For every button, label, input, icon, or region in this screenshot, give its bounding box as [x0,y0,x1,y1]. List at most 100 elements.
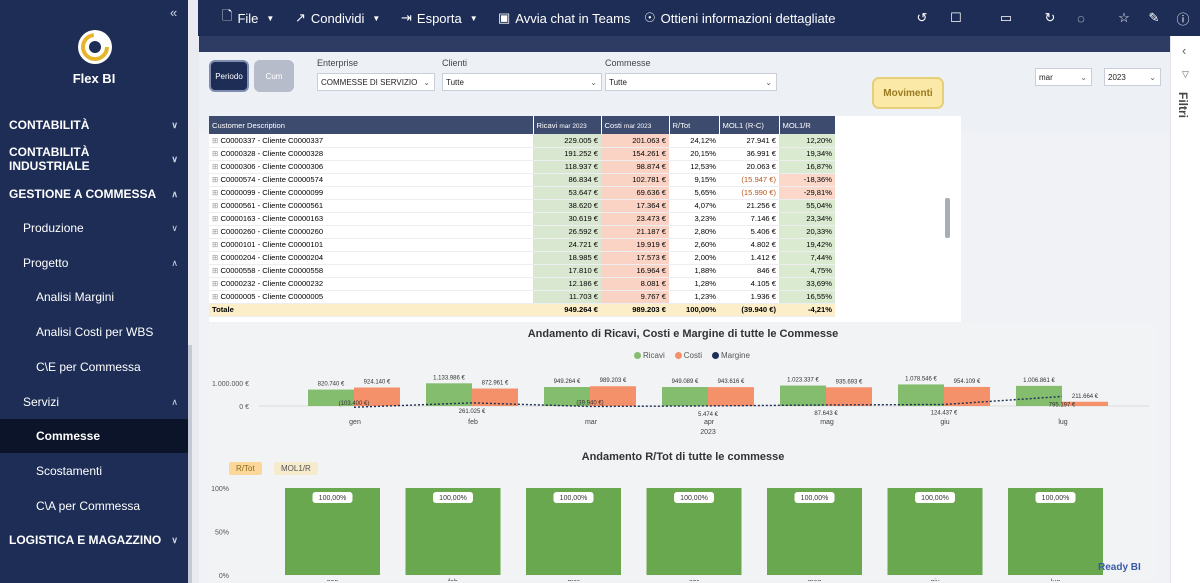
table-total-row[interactable]: Totale 949.264 € 989.203 € 100,00% (39.940 €… [209,302,835,317]
table-row[interactable]: ⊞ C0000005 - Cliente C0000005 11.703 € 9.7… [209,290,835,304]
legend-costi[interactable]: Costi [674,351,702,360]
header-customer[interactable]: Customer Description [209,116,534,134]
table-row[interactable]: ⊞ C0000306 - Cliente C0000306 118.937 € 98… [209,160,835,174]
sidebar-item-c-e-per-commessa[interactable]: C\E per Commessa [0,350,188,384]
sidebar-item-c-a-per-commessa[interactable]: C\A per Commessa [0,489,188,523]
table-row[interactable]: ⊞ C0000099 - Cliente C0000099 53.647 € 69.… [209,186,835,200]
table-row[interactable]: ⊞ C0000260 - Cliente C0000260 26.592 € 21.… [209,225,835,239]
table-row[interactable]: ⊞ C0000337 - Cliente C0000337 229.005 € 20… [209,134,835,148]
expand-row-icon[interactable]: ⊞ [212,253,221,262]
bar-costi[interactable] [590,386,636,406]
header-ricavi[interactable]: Ricavi mar 2023 [533,116,602,134]
month-select[interactable]: mar ⌄ [1035,68,1092,86]
expand-filters-icon[interactable]: ‹ [1182,43,1187,58]
bar-ricavi[interactable] [308,389,354,406]
cell-text: 16.964 € [636,266,666,275]
expand-row-icon[interactable]: ⊞ [212,162,221,171]
share-menu[interactable]: ↗ Condividi ▼ [295,10,381,26]
expand-row-icon[interactable]: ⊞ [212,227,221,236]
expand-row-icon[interactable]: ⊞ [212,279,221,288]
bar-ricavi[interactable] [426,383,472,406]
sidebar-item-label: Commesse [36,429,101,443]
bar-ricavi[interactable] [1016,385,1062,406]
sidebar-scrollbar[interactable] [188,345,192,583]
header-costi[interactable]: Costi mar 2023 [601,116,670,134]
header-mol1[interactable]: MOL1 (R-C) [719,116,780,134]
table-row[interactable]: ⊞ C0000204 - Cliente C0000204 18.985 € 17.… [209,251,835,265]
chevron-icon: ∨ [171,534,178,545]
header-rtot[interactable]: R/Tot [669,116,720,134]
table-scrollbar[interactable] [945,198,950,238]
cell-mol1: 20.063 € [719,160,779,174]
edit-icon[interactable]: ✎ [1148,10,1160,25]
toggle-rtot[interactable]: R/Tot [229,462,262,475]
table-row[interactable]: ⊞ C0000232 - Cliente C0000232 12.186 € 8.0… [209,277,835,291]
sidebar-item-contabilit-industriale[interactable]: CONTABILITÀ INDUSTRIALE ∨ [0,142,188,176]
export-menu[interactable]: ⇥ Esporta ▼ [401,10,478,26]
cell-costi: 16.964 € [601,264,669,278]
sidebar-item-produzione[interactable]: Produzione ∨ [0,211,188,245]
sidebar-item-contabilit[interactable]: CONTABILITÀ ∨ [0,108,188,142]
commesse-select[interactable]: Tutte ⌄ [605,73,777,91]
sidebar-item-commesse[interactable]: Commesse [0,419,188,453]
toggle-mol1r[interactable]: MOL1/R [274,462,318,475]
info-icon[interactable]: ⓘ [1176,11,1190,27]
view-icon[interactable]: ▭ [999,10,1013,25]
teams-chat-button[interactable]: ▣ Avvia chat in Teams [498,10,631,26]
insights-button[interactable]: ☉ Ottieni informazioni dettagliate [644,10,836,26]
bar-costi[interactable] [472,388,518,406]
legend-ricavi[interactable]: Ricavi [634,351,665,360]
header-mol1r[interactable]: MOL1/R [779,116,836,134]
table-row[interactable]: ⊞ C0000558 - Cliente C0000558 17.810 € 16.… [209,264,835,278]
refresh-icon[interactable]: ↻ [1044,10,1056,25]
favorite-icon[interactable]: ☆ [1118,10,1130,25]
expand-row-icon[interactable]: ⊞ [212,149,221,158]
bar-ricavi[interactable] [898,384,944,406]
bar-ricavi[interactable] [662,387,708,406]
file-menu[interactable]: 🗋 File ▼ [222,0,274,36]
sidebar-item-servizi[interactable]: Servizi ∧ [0,385,188,419]
cum-button[interactable]: Cum [254,60,294,92]
sidebar-item-analisi-costi-per-wbs[interactable]: Analisi Costi per WBS [0,315,188,349]
expand-row-icon[interactable]: ⊞ [212,175,221,184]
sidebar-item-scostamenti[interactable]: Scostamenti [0,454,188,488]
expand-row-icon[interactable]: ⊞ [212,214,221,223]
bar-costi[interactable] [354,387,400,406]
reset-icon[interactable]: ↺ [916,10,928,25]
expand-row-icon[interactable]: ⊞ [212,201,221,210]
bookmark-icon[interactable]: ☐ [950,10,962,25]
data-label-margine: (39.940 €) [576,400,603,406]
sidebar-item-progetto[interactable]: Progetto ∧ [0,246,188,280]
clienti-select[interactable]: Tutte ⌄ [442,73,602,91]
expand-row-icon[interactable]: ⊞ [212,135,221,145]
bar-ricavi[interactable] [780,385,826,406]
bar-ricavi[interactable] [544,387,590,406]
movimenti-button[interactable]: Movimenti [872,77,944,109]
expand-row-icon[interactable]: ⊞ [212,240,221,249]
expand-row-icon[interactable]: ⊞ [212,188,221,197]
bar-costi[interactable] [826,387,872,406]
table-row[interactable]: ⊞ C0000328 - Cliente C0000328 191.252 € 15… [209,147,835,161]
sidebar-item-gestione-a-commessa[interactable]: GESTIONE A COMMESSA ∧ [0,177,188,211]
expand-row-icon[interactable]: ⊞ [212,266,221,275]
filters-pane[interactable]: ‹ ▽ [1170,36,1200,583]
table-row[interactable]: ⊞ C0000574 - Cliente C0000574 86.834 € 102… [209,173,835,187]
sidebar-item-logistica-e-magazzino[interactable]: LOGISTICA E MAGAZZINO ∨ [0,523,188,557]
cell-costi: 201.063 € [601,134,669,148]
year-select[interactable]: 2023 ⌄ [1104,68,1161,86]
sidebar-item-analisi-margini[interactable]: Analisi Margini [0,280,188,314]
bar-costi[interactable] [708,387,754,406]
table-row[interactable]: ⊞ C0000101 - Cliente C0000101 24.721 € 19.… [209,238,835,252]
bar-costi[interactable] [944,386,990,406]
expand-row-icon[interactable]: ⊞ [212,292,221,301]
enterprise-select[interactable]: COMMESSE DI SERVIZIO ⌄ [317,73,435,91]
cell-mol1: 1.412 € [719,251,779,265]
table-row[interactable]: ⊞ C0000163 - Cliente C0000163 30.619 € 23.… [209,212,835,226]
collapse-sidebar-button[interactable]: « [170,5,178,20]
bar-costi[interactable] [1062,401,1108,406]
periodo-button[interactable]: Periodo [209,60,249,92]
legend-margine[interactable]: Margine [712,351,750,360]
cell-text: C0000005 - Cliente C0000005 [220,292,324,301]
comment-icon[interactable]: ◌ [1077,10,1085,26]
table-row[interactable]: ⊞ C0000561 - Cliente C0000561 38.620 € 17.… [209,199,835,213]
